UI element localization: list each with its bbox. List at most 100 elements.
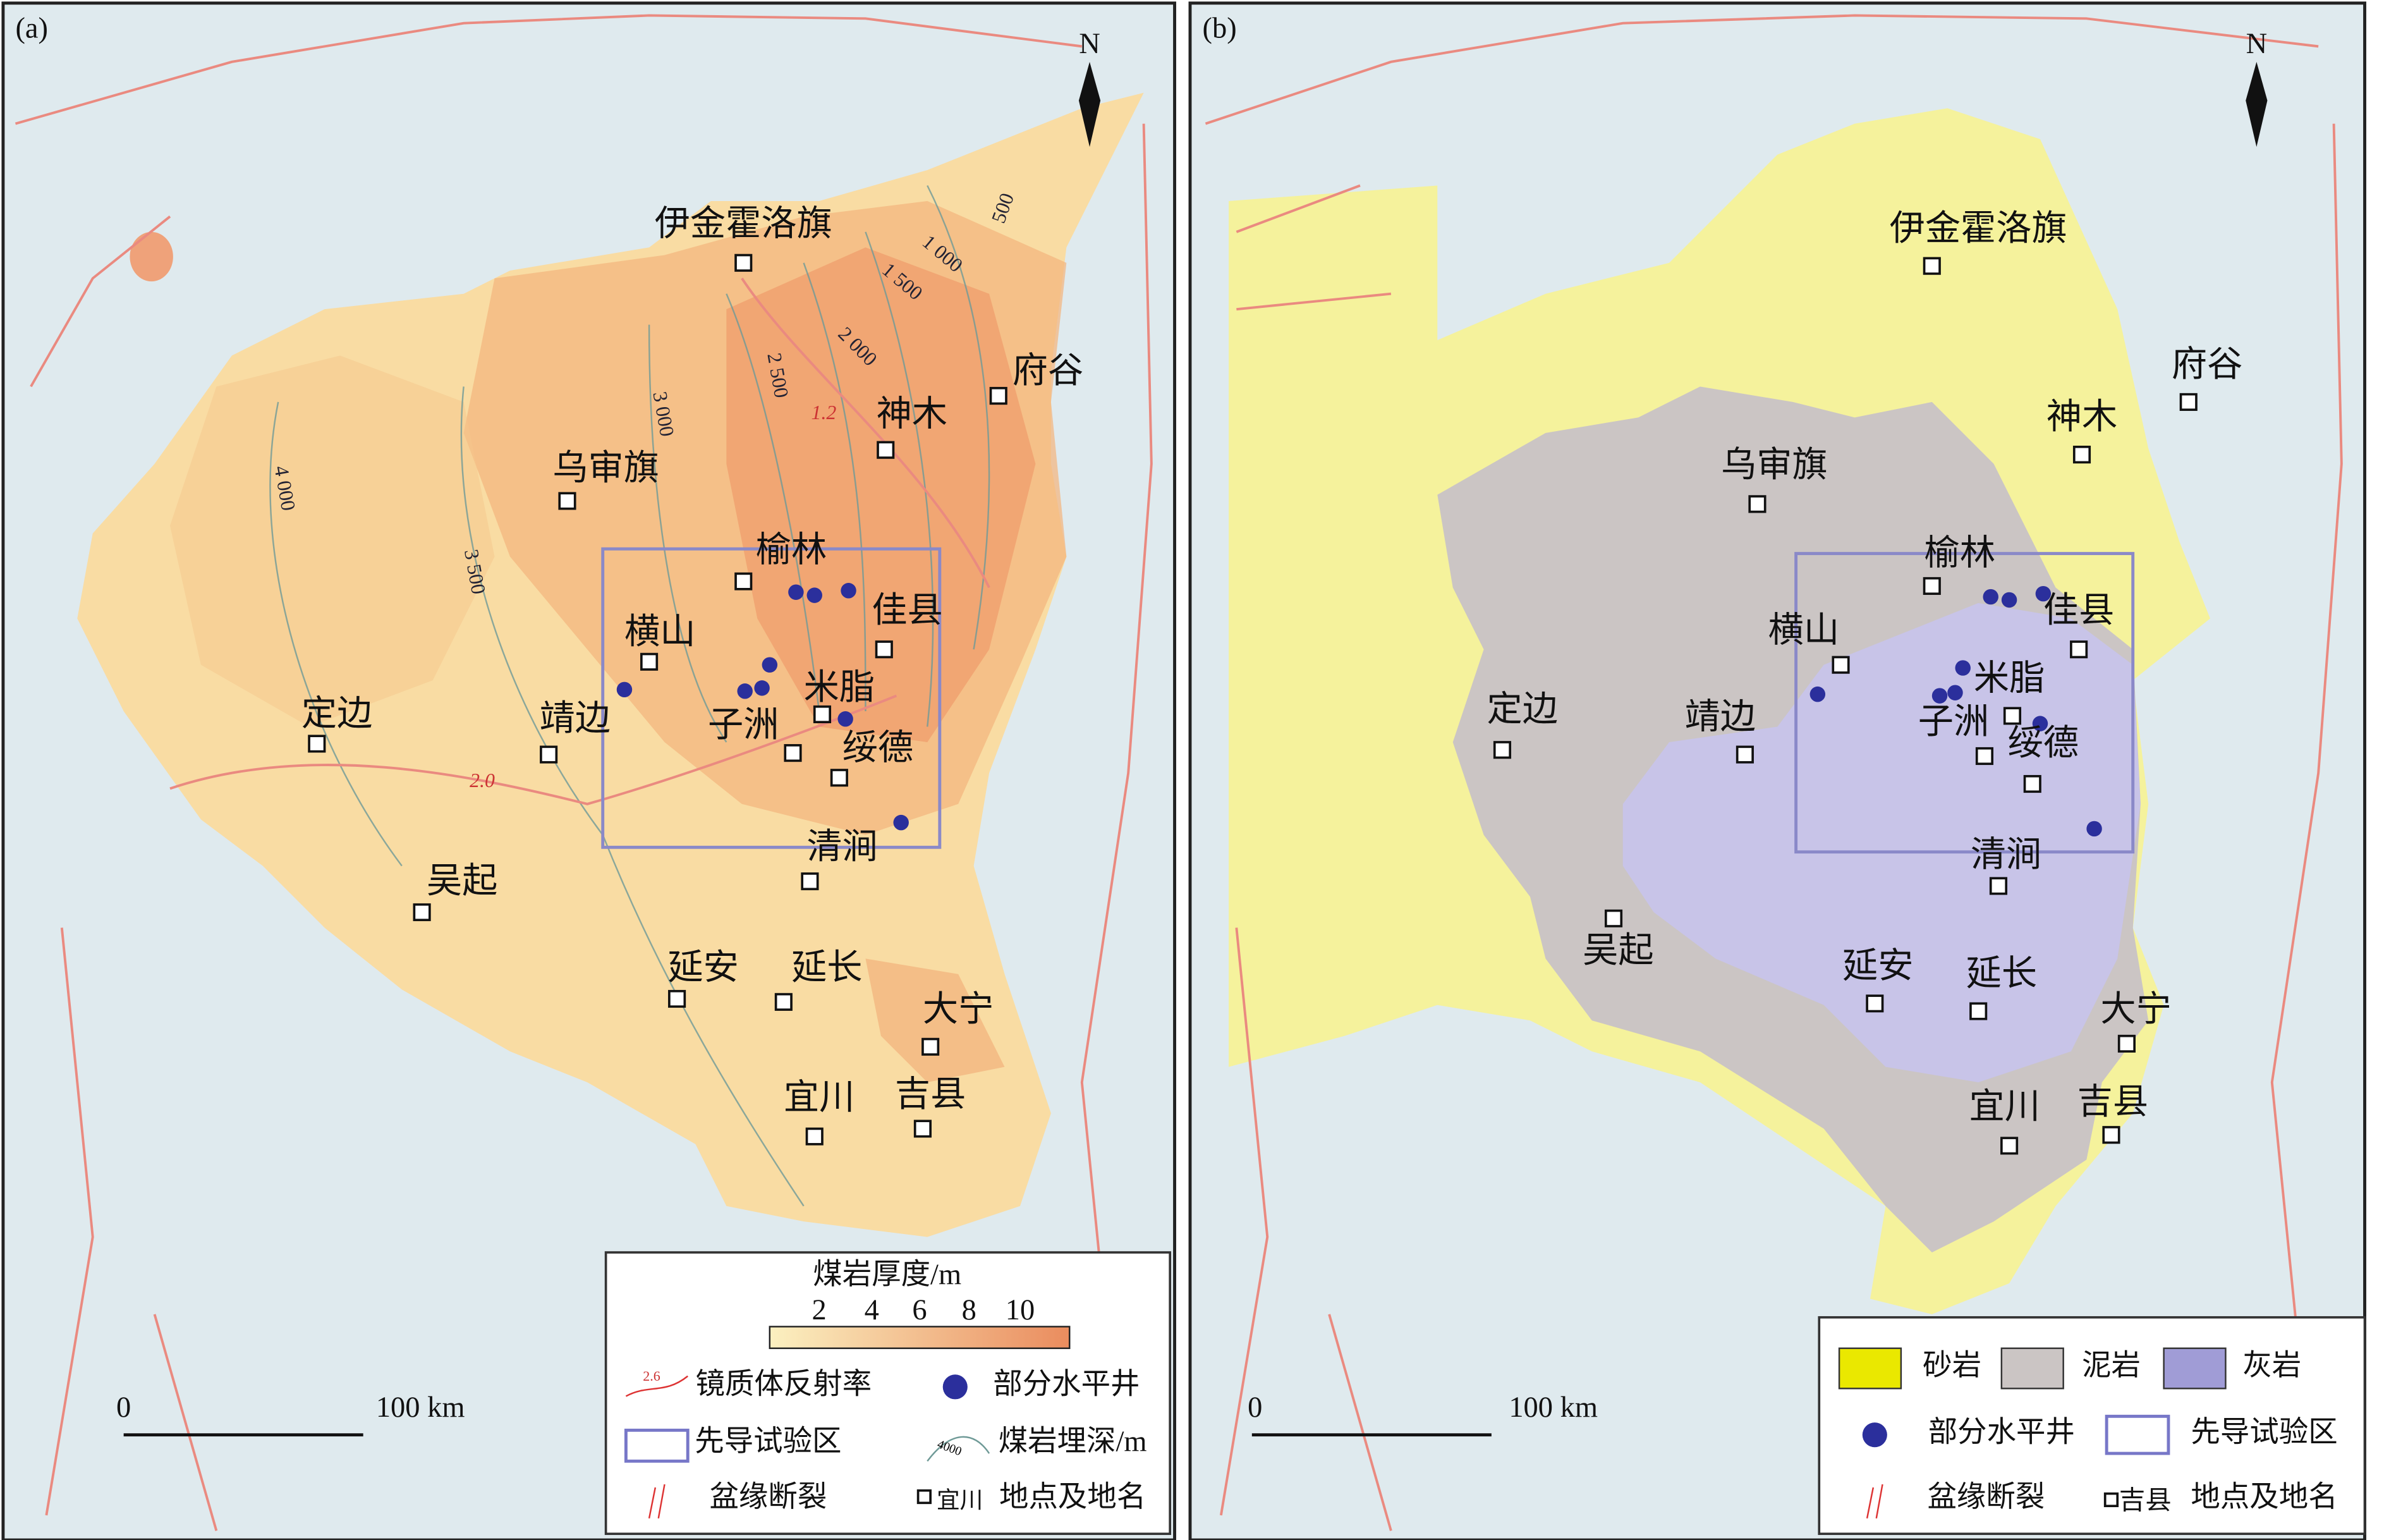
city-marker: [2003, 707, 2022, 725]
city-name: 延长: [791, 948, 862, 987]
well: [2086, 821, 2102, 837]
city-marker: [668, 989, 686, 1008]
well: [1983, 589, 1998, 605]
city-name: 清涧: [807, 828, 878, 867]
scale-zero: 0: [1248, 1391, 1262, 1424]
thickest-coal-zone: [726, 247, 1036, 742]
panel-label: (b): [1203, 13, 1237, 45]
city-marker: [1866, 994, 1884, 1013]
legend-well-icon: [1862, 1422, 1887, 1448]
legend-well-icon: [942, 1374, 968, 1400]
well: [616, 681, 633, 698]
city-name: 延安: [667, 948, 738, 987]
panel-a: [1, 1, 1176, 1540]
city-marker: [774, 993, 793, 1011]
well: [806, 587, 822, 603]
city-marker: [2000, 1137, 2019, 1155]
city-marker: [1832, 656, 1850, 674]
city-name: 延长: [1966, 955, 2037, 994]
well: [893, 814, 909, 831]
city-marker: [1748, 495, 1766, 513]
city-marker: [2070, 640, 2088, 659]
legend-text: 先导试验区: [695, 1426, 841, 1458]
city-name: 子洲: [1918, 702, 1989, 742]
well: [1955, 660, 1971, 676]
fault: [1205, 14, 2343, 1531]
well: [754, 680, 770, 696]
city-name: 横山: [624, 613, 695, 652]
city-name: 清涧: [1971, 835, 2041, 874]
legend-sample: 2.6: [643, 1368, 660, 1384]
well: [837, 711, 853, 727]
city-name: 米脂: [1974, 659, 2045, 698]
city-name: 宜川: [784, 1078, 854, 1117]
well: [788, 584, 804, 600]
city-marker: [2023, 774, 2041, 793]
city-name: 吴起: [1583, 931, 1653, 970]
city-marker: [1969, 1002, 1988, 1020]
legend-fault-icon: [648, 1484, 666, 1519]
city-marker: [877, 441, 895, 459]
legend-pilot-icon: [2105, 1414, 2170, 1455]
panel-label: (a): [15, 13, 48, 45]
city-marker: [1923, 577, 1941, 596]
city-marker: [801, 872, 819, 891]
city-marker: [913, 1120, 932, 1138]
city-marker: [734, 254, 753, 272]
city-name: 宜川: [1969, 1087, 2040, 1127]
legend-tick: 4: [865, 1294, 879, 1326]
city-marker: [1923, 257, 1941, 275]
wells: [616, 583, 909, 831]
city-name: 靖边: [1685, 698, 1756, 737]
well: [2001, 592, 2017, 608]
city-marker: [805, 1127, 824, 1146]
city-name: 伊金霍洛旗: [1890, 209, 2067, 248]
well: [737, 683, 753, 699]
city-marker: [1989, 877, 2008, 895]
legend-tick: 2: [812, 1294, 826, 1326]
legend-text: 地点及地名: [2191, 1481, 2337, 1513]
scale-length: 100 km: [1509, 1391, 1598, 1424]
city-marker: [2117, 1034, 2136, 1053]
city-marker: [2179, 393, 2198, 411]
north-arrow: [1078, 61, 1101, 147]
legend-contour-icon: [927, 1436, 990, 1462]
legend-text: 镜质体反射率: [695, 1369, 872, 1401]
north-label: N: [1079, 28, 1100, 60]
city-marker: [734, 572, 753, 590]
well: [762, 657, 778, 673]
city-name: 定边: [1487, 690, 1558, 729]
city-name: 子洲: [708, 706, 779, 745]
panel-b: [1188, 1, 2366, 1540]
legend-reflectance-icon: [625, 1375, 688, 1397]
city-name: 府谷: [1012, 351, 1083, 391]
city-marker: [1736, 745, 1754, 764]
legend-tick: 10: [1006, 1294, 1035, 1326]
city-marker: [813, 705, 832, 724]
well: [1947, 685, 1963, 700]
legend-text: 先导试验区: [2191, 1416, 2337, 1448]
legend-tick: 8: [962, 1294, 976, 1326]
legend-pilot-icon: [624, 1428, 690, 1463]
well: [2035, 585, 2052, 602]
city-marker: [830, 769, 848, 787]
city-name: 延安: [1842, 946, 1913, 986]
north-arrow: [2246, 61, 2268, 147]
well: [1931, 688, 1948, 704]
legend-text: 部分水平井: [993, 1369, 1140, 1401]
city-name: 绥德: [842, 729, 913, 768]
city-name: 大宁: [923, 990, 994, 1029]
city-name: 定边: [301, 695, 372, 734]
legend-sample: 吉县: [2119, 1486, 2172, 1515]
legend-box: [604, 1251, 1172, 1536]
legend-text: 地点及地名: [999, 1481, 1146, 1513]
legend-place-icon: [2103, 1492, 2119, 1508]
city-name: 靖边: [539, 699, 610, 738]
legend-sandstone-icon: [1838, 1347, 1902, 1390]
city-name: 吉县: [2077, 1083, 2148, 1122]
city-name: 榆林: [1925, 534, 1995, 573]
coal-zone: [169, 355, 495, 727]
well: [1809, 686, 1826, 702]
legend-text: 砂岩: [1923, 1350, 1981, 1382]
